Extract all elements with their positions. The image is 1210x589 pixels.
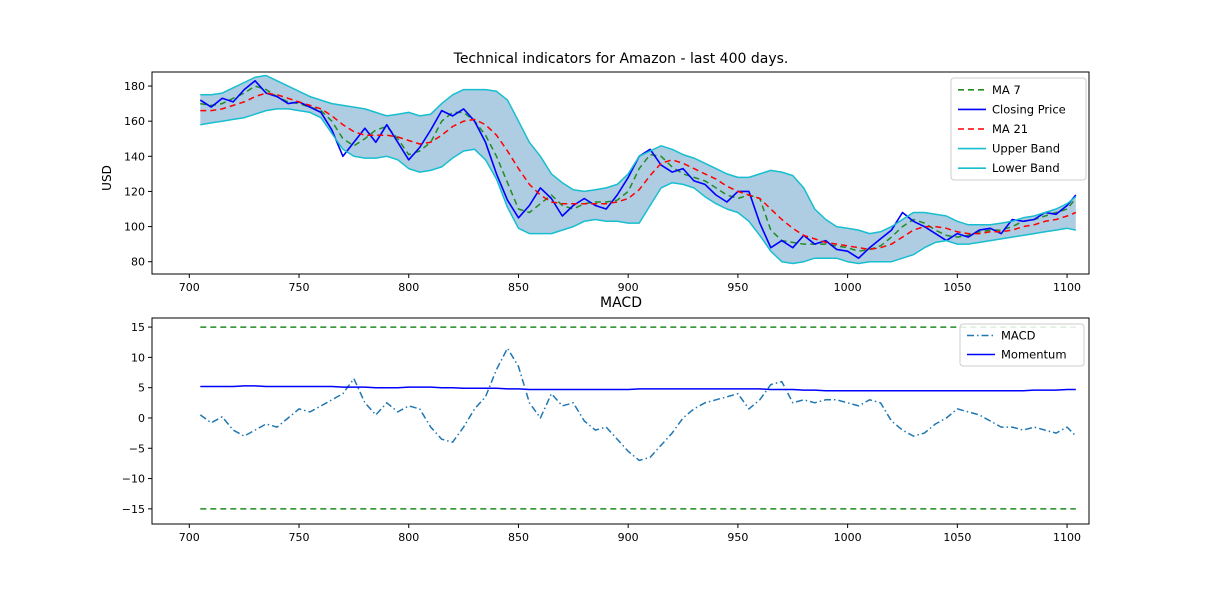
legend-entry-label: Upper Band [992, 142, 1060, 156]
y-tick-label: 100 [124, 221, 145, 234]
x-tick-label: 950 [727, 281, 748, 294]
series-line-ma-21 [200, 92, 1077, 251]
macd-panel: 700 750 800 850 900 950 1000 1050 1100151050−5−1… [122, 317, 1090, 544]
legend-entry-label: MACD [1001, 329, 1036, 343]
chart-title: Technical indicators for Amazon - last 4… [453, 51, 789, 67]
x-tick-label: 800 [398, 281, 419, 294]
price-panel: 700 750 800 850 900 950 1000 1050 1100 80 100 120 14… [124, 71, 1090, 294]
plot-area [199, 326, 1077, 510]
series-line-upper-band [200, 74, 1077, 235]
x-tick-label: 700 [179, 531, 200, 544]
x-tick-label: 1050 [943, 531, 971, 544]
series-line-macd [199, 347, 1077, 462]
x-tick-label: 900 [618, 281, 639, 294]
legend-box [950, 77, 1087, 181]
y-tick-label: 120 [124, 185, 145, 198]
legend-entry-label: Momentum [1001, 348, 1067, 362]
series-line-ma-7 [200, 85, 1077, 252]
macd-panel-title: MACD [600, 295, 642, 311]
x-tick-label: 1000 [834, 531, 862, 544]
legend-entry-label: Closing Price [992, 102, 1066, 116]
legend: MA 7 Closing Price MA 21 Upper Band Lower Ba… [950, 77, 1087, 181]
x-tick-label: 850 [508, 531, 529, 544]
series-line-momentum [200, 385, 1076, 392]
y-tick-label: 140 [124, 150, 145, 163]
y-tick-label: 80 [131, 256, 145, 269]
y-tick-label: 10 [131, 351, 145, 364]
x-tick-label: 850 [508, 281, 529, 294]
x-tick-label: 1050 [943, 281, 971, 294]
y-tick-label: 5 [138, 382, 145, 395]
legend-entry-label: Lower Band [992, 161, 1060, 175]
axes-frame [151, 317, 1090, 525]
x-tick-label: 1100 [1053, 531, 1081, 544]
x-tick-label: 800 [398, 531, 419, 544]
plot-area [199, 74, 1077, 265]
legend: MACD Momentum [959, 323, 1085, 367]
legend-box [959, 323, 1085, 367]
y-tick-label: −10 [122, 473, 145, 486]
series-line-lower-band [200, 108, 1076, 265]
y-tick-label: −5 [129, 442, 145, 455]
y-tick-label: 160 [124, 115, 145, 128]
x-tick-label: 700 [179, 281, 200, 294]
x-tick-label: 1100 [1053, 281, 1081, 294]
y-tick-label: 15 [131, 321, 145, 334]
legend-entry-label: MA 21 [992, 122, 1028, 136]
x-tick-label: 750 [289, 281, 310, 294]
x-tick-label: 1000 [834, 281, 862, 294]
x-tick-label: 900 [618, 531, 639, 544]
x-tick-label: 950 [727, 531, 748, 544]
y-axis-label: USD [100, 165, 114, 191]
legend-entry-label: MA 7 [992, 83, 1021, 97]
x-tick-label: 750 [289, 531, 310, 544]
y-tick-label: 180 [124, 80, 145, 93]
y-tick-label: 0 [138, 412, 145, 425]
axes-frame [151, 71, 1090, 275]
y-tick-label: −15 [122, 503, 145, 516]
